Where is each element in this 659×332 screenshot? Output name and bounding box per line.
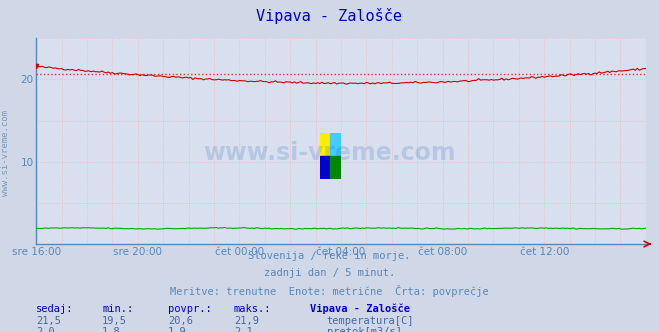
Text: www.si-vreme.com: www.si-vreme.com <box>203 141 456 165</box>
Text: Vipava - Zalošče: Vipava - Zalošče <box>256 8 403 24</box>
Text: zadnji dan / 5 minut.: zadnji dan / 5 minut. <box>264 268 395 278</box>
Text: 21,9: 21,9 <box>234 316 259 326</box>
Text: 19,5: 19,5 <box>102 316 127 326</box>
Bar <box>320 156 330 179</box>
Text: 1,9: 1,9 <box>168 327 186 332</box>
Bar <box>320 133 330 156</box>
Text: 2,0: 2,0 <box>36 327 55 332</box>
Text: maks.:: maks.: <box>234 304 272 314</box>
Text: min.:: min.: <box>102 304 133 314</box>
Text: Vipava - Zalošče: Vipava - Zalošče <box>310 304 410 314</box>
Text: povpr.:: povpr.: <box>168 304 212 314</box>
Text: Slovenija / reke in morje.: Slovenija / reke in morje. <box>248 251 411 261</box>
Text: 20,6: 20,6 <box>168 316 193 326</box>
Text: pretok[m3/s]: pretok[m3/s] <box>327 327 402 332</box>
Text: 2,1: 2,1 <box>234 327 252 332</box>
Text: www.si-vreme.com: www.si-vreme.com <box>1 110 10 196</box>
Text: Meritve: trenutne  Enote: metrične  Črta: povprečje: Meritve: trenutne Enote: metrične Črta: … <box>170 285 489 297</box>
Text: temperatura[C]: temperatura[C] <box>327 316 415 326</box>
Bar <box>330 133 341 156</box>
Text: 21,5: 21,5 <box>36 316 61 326</box>
Text: 1,8: 1,8 <box>102 327 121 332</box>
Text: sedaj:: sedaj: <box>36 304 74 314</box>
Bar <box>330 156 341 179</box>
